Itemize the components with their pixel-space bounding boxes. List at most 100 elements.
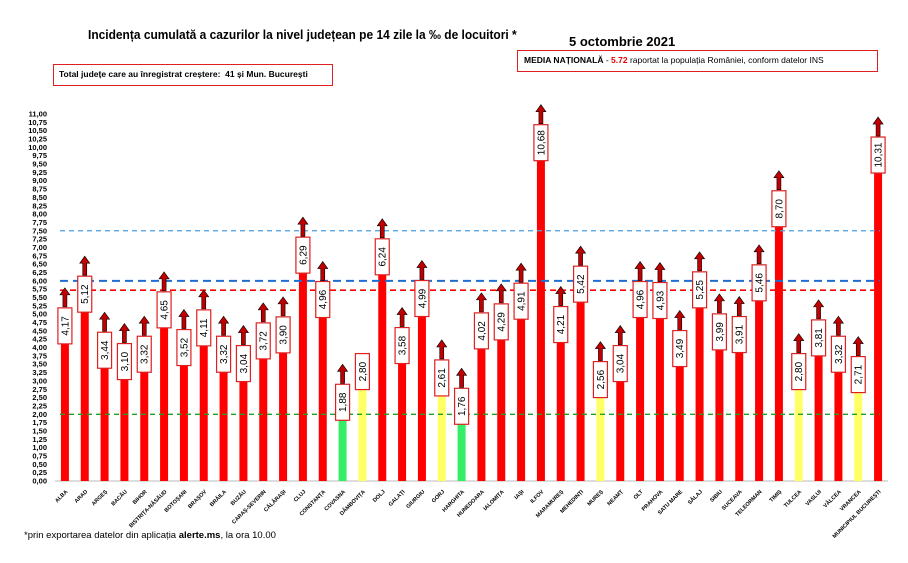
y-tick-label: 5,00 [32, 310, 47, 319]
increase-arrow-icon [257, 302, 269, 323]
bar-tulcea [794, 387, 803, 481]
y-tick-label: 4,25 [32, 335, 47, 344]
increase-arrow-icon [813, 299, 825, 320]
x-tick-label: IALOMIȚA [483, 489, 506, 512]
data-label-box [77, 275, 93, 313]
data-label: 5,12 [80, 284, 91, 304]
x-tick-label: DOLJ [372, 489, 387, 504]
data-label: 3,04 [239, 353, 250, 373]
increase-arrow-icon [575, 245, 587, 266]
data-label-box [830, 335, 847, 373]
data-label-box [295, 236, 311, 274]
data-label: 3,44 [100, 340, 111, 360]
data-label: 3,32 [219, 344, 230, 364]
data-label-box [572, 265, 589, 303]
increase-arrow-icon [277, 296, 289, 317]
y-tick-label: 10,50 [28, 126, 47, 135]
data-label-box [255, 322, 271, 360]
chart-title: Incidența cumulată a cazurilor la nivel … [88, 27, 517, 42]
bar-mureș [596, 395, 605, 481]
increase-arrow-icon [515, 262, 527, 283]
x-tick-label: SIBIU [709, 489, 724, 504]
data-label: 3,72 [259, 331, 270, 351]
increase-arrow-icon [198, 289, 210, 310]
y-tick-label: 3,75 [32, 351, 47, 360]
bar-hunedoara [477, 346, 486, 481]
data-label: 4,99 [417, 288, 428, 308]
data-label-box [354, 352, 371, 391]
bar-arad [80, 310, 89, 481]
data-label-box [136, 335, 152, 373]
bar-constanța [318, 315, 327, 481]
bar-ilfov [536, 124, 545, 481]
data-label: 4,65 [160, 300, 171, 320]
bar-prahova [655, 316, 664, 481]
data-label-box [553, 305, 569, 344]
y-tick-label: 6,50 [32, 260, 47, 269]
bar-covasna [338, 418, 347, 481]
data-label: 4,02 [477, 321, 488, 341]
x-tick-label: MUREȘ [587, 489, 606, 508]
bar-ialomița [497, 337, 506, 481]
data-label-box [691, 271, 708, 309]
increase-arrow-icon [733, 296, 745, 316]
increase-arrow-icon [832, 315, 844, 336]
x-tick-label: CARAȘ-SEVERIN [231, 489, 267, 525]
y-tick-label: 2,25 [32, 401, 47, 410]
data-label: 4,11 [199, 318, 210, 337]
data-label-box [434, 359, 450, 397]
data-label: 3,99 [715, 322, 726, 342]
data-label: 4,93 [655, 290, 666, 310]
y-tick-label: 2,75 [32, 385, 47, 394]
data-label: 4,96 [318, 289, 329, 309]
footnote-prefix: *prin exportarea datelor din aplicația [24, 530, 179, 541]
data-label: 3,91 [735, 324, 746, 344]
increase-arrow-icon [594, 341, 606, 361]
x-tick-label: NEAMȚ [607, 489, 626, 508]
increase-arrow-icon [118, 323, 130, 343]
data-label: 3,81 [814, 328, 825, 348]
footnote: *prin exportarea datelor din aplicația a… [24, 530, 276, 541]
data-label: 2,80 [358, 361, 369, 381]
increase-arrow-icon [555, 286, 567, 306]
increase-arrow-icon [99, 311, 111, 332]
data-label-box [57, 307, 73, 345]
bar-maramureș [556, 340, 565, 481]
bar-dâmbovița [358, 387, 367, 481]
bar-dolj [378, 272, 387, 481]
data-label-box [592, 360, 609, 399]
data-label-box [672, 329, 688, 368]
increase-arrow-icon [416, 259, 428, 280]
x-tick-label: IAȘI [514, 489, 526, 501]
data-label-box [731, 315, 747, 354]
data-label: 3,58 [398, 335, 409, 355]
data-label: 5,42 [576, 274, 587, 294]
chart-date: 5 octombrie 2021 [569, 34, 676, 49]
bar-bistrița-năsăud [160, 325, 169, 481]
data-label: 3,32 [834, 344, 845, 364]
y-tick-label: 8,75 [32, 185, 47, 194]
bar-suceava [735, 350, 744, 481]
bar-giurgiu [417, 314, 426, 481]
data-label-box [215, 335, 232, 373]
increase-arrow-icon [773, 170, 785, 191]
x-tick-label: VASLUI [805, 489, 824, 508]
y-tick-label: 3,50 [32, 360, 47, 369]
bar-brașov [199, 343, 208, 481]
x-tick-label: BACĂU [110, 488, 129, 507]
y-tick-label: 11,00 [29, 110, 47, 119]
y-tick-label: 7,00 [32, 243, 47, 252]
increase-arrow-icon [237, 325, 249, 345]
y-tick-label: 0,25 [32, 468, 47, 477]
x-tick-label: GALAȚI [388, 489, 407, 508]
data-label-box [870, 136, 886, 174]
increase-arrow-icon [317, 260, 329, 281]
data-label-box [156, 291, 172, 329]
data-label-box [791, 352, 807, 391]
increase-arrow-icon [138, 315, 150, 336]
increase-note-prefix: Total județe care au înregistrat creșter… [59, 69, 221, 79]
x-tick-label: CLUJ [293, 489, 307, 503]
data-label: 3,04 [616, 353, 627, 373]
increase-arrow-icon [218, 315, 230, 336]
data-label-box [533, 124, 549, 162]
